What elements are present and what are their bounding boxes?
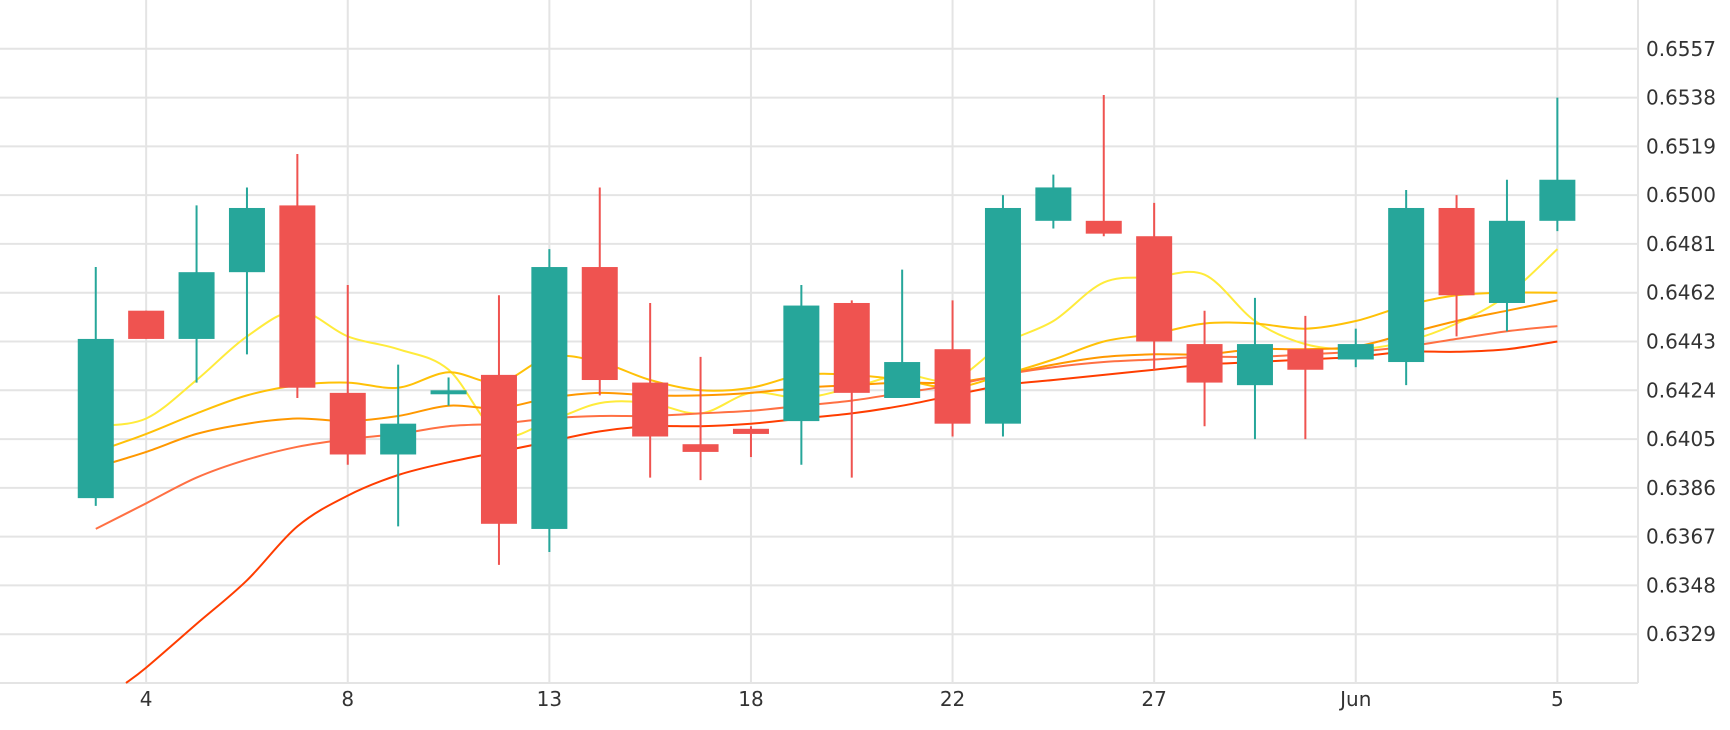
y-tick-label: 0.6462	[1646, 281, 1716, 305]
y-tick-label: 0.6443	[1646, 330, 1716, 354]
candle	[1539, 97, 1576, 232]
candles	[77, 95, 1576, 565]
candle	[581, 187, 618, 396]
candle	[884, 269, 921, 398]
candle	[934, 300, 971, 437]
candle	[1186, 310, 1223, 427]
candle-body	[732, 428, 769, 434]
candle-body	[430, 390, 467, 395]
y-tick-label: 0.6557	[1646, 37, 1716, 61]
candle-body	[1085, 220, 1122, 234]
candle	[1488, 179, 1525, 332]
candle	[178, 205, 215, 383]
y-tick-label: 0.6348	[1646, 573, 1716, 597]
candle	[682, 356, 719, 481]
candle-body	[833, 302, 870, 393]
candle	[1287, 315, 1324, 440]
y-tick-label: 0.6481	[1646, 232, 1716, 256]
candle	[1035, 174, 1072, 229]
candle-body	[128, 310, 165, 339]
candle	[833, 300, 870, 478]
x-tick-label: 8	[341, 687, 354, 711]
candle-body	[1337, 344, 1374, 360]
candle-body	[682, 444, 719, 452]
candle	[430, 377, 467, 406]
candle-body	[1035, 187, 1072, 221]
candle-body	[77, 338, 114, 499]
y-tick-label: 0.6424	[1646, 378, 1716, 402]
candle-body	[884, 362, 921, 398]
candle	[732, 426, 769, 458]
y-tick-label: 0.6386	[1646, 476, 1716, 500]
candle-body	[228, 207, 265, 273]
x-tick-label: 5	[1551, 687, 1564, 711]
x-tick-label: 13	[537, 687, 562, 711]
candle	[1337, 328, 1374, 368]
candle	[1085, 95, 1122, 237]
candle-body	[279, 205, 316, 388]
candle-body	[632, 382, 669, 437]
candle-body	[581, 267, 618, 381]
candle	[1438, 195, 1475, 337]
x-tick-label: Jun	[1338, 687, 1371, 711]
candle	[128, 310, 165, 339]
candle	[1136, 202, 1173, 370]
candle	[984, 195, 1021, 437]
y-tick-label: 0.6519	[1646, 134, 1716, 158]
candle-body	[531, 267, 568, 529]
candle-body	[1438, 207, 1475, 296]
candle-body	[984, 207, 1021, 424]
x-tick-label: 27	[1141, 687, 1166, 711]
x-tick-label: 22	[940, 687, 965, 711]
ma-line-1	[95, 248, 1559, 438]
candle	[279, 154, 316, 398]
candle	[228, 187, 265, 355]
x-tick-label: 4	[140, 687, 153, 711]
candle-body	[783, 305, 820, 422]
candle-body	[1388, 207, 1425, 363]
candle	[632, 302, 669, 478]
y-tick-label: 0.6405	[1646, 427, 1716, 451]
candle	[783, 285, 820, 465]
candle-body	[1488, 220, 1525, 303]
candle-body	[1539, 179, 1576, 221]
candle-body	[480, 374, 517, 524]
candle	[329, 285, 366, 465]
y-tick-label: 0.6538	[1646, 86, 1716, 110]
candle	[480, 295, 517, 565]
y-tick-label: 0.6329	[1646, 622, 1716, 646]
ma-line-2	[95, 291, 1558, 453]
candle-body	[1287, 349, 1324, 370]
candle-body	[329, 392, 366, 455]
axes: 0.6329 0.6348 0.6367 0.6386 0.6405 0.6424 0.64…	[140, 37, 1716, 711]
candle-body	[1236, 344, 1273, 386]
candle-body	[934, 349, 971, 424]
candle-body	[1136, 236, 1173, 342]
candle-body	[380, 423, 417, 455]
y-tick-label: 0.6500	[1646, 183, 1716, 207]
candle-body	[1186, 344, 1223, 383]
x-tick-label: 18	[738, 687, 763, 711]
y-tick-label: 0.6367	[1646, 525, 1716, 549]
candle	[531, 249, 568, 553]
candle	[380, 364, 417, 527]
candle	[1388, 190, 1425, 386]
candle	[1236, 297, 1273, 440]
candle	[77, 267, 114, 506]
candle-body	[178, 272, 215, 339]
